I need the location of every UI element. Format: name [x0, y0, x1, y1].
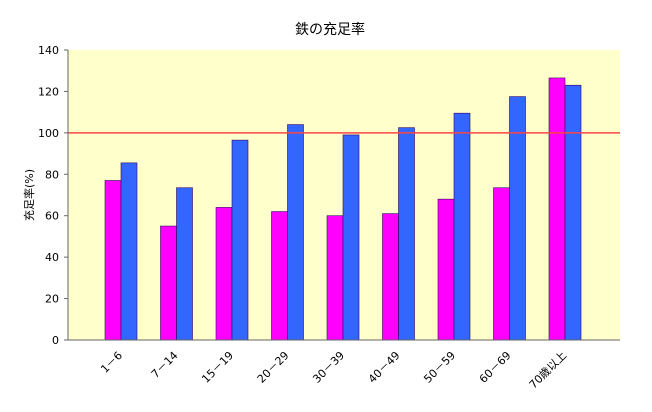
bar-series2-2 [231, 139, 249, 341]
bar-series1-7 [493, 187, 510, 341]
y-tick-label: 20 [45, 293, 59, 306]
y-tick-label: 40 [45, 251, 59, 264]
x-tick-label: 15－19 [199, 349, 236, 386]
bar-series1-4 [326, 215, 344, 341]
bar-series2-6 [453, 112, 471, 341]
y-tick-label: 140 [38, 44, 59, 57]
bar-series2-5 [398, 127, 415, 341]
y-tick-label: 60 [45, 210, 59, 223]
x-tick-label: 20－29 [255, 349, 292, 386]
chart-title: 鉄の充足率 [295, 21, 365, 38]
x-tick-label: 30－39 [310, 349, 347, 386]
y-tick-label: 100 [38, 127, 59, 140]
x-tick-label: 1－6 [98, 349, 125, 376]
x-tick-label: 7－14 [149, 349, 181, 381]
x-tick-label: 70歳以上 [527, 349, 569, 391]
y-tick-label: 80 [45, 168, 59, 181]
x-tick-label: 50－59 [421, 349, 458, 386]
x-tick-label: 40－49 [366, 349, 403, 386]
bar-series1-8 [548, 77, 566, 341]
bar-series1-6 [437, 198, 455, 341]
y-tick-label: 0 [52, 334, 59, 347]
bar-series1-5 [382, 213, 399, 341]
y-tick-label: 120 [38, 85, 59, 98]
bar-series1-3 [271, 211, 288, 341]
x-tick-label: 60－69 [477, 349, 514, 386]
bar-series2-1 [176, 187, 193, 341]
bar-series1-0 [104, 180, 122, 341]
bar-series2-4 [342, 134, 360, 341]
bar-series1-1 [160, 225, 177, 341]
y-axis-label: 充足率(%) [22, 169, 36, 221]
bar-series2-8 [564, 84, 582, 341]
bar-series1-2 [215, 207, 233, 341]
bar-series2-0 [120, 162, 138, 341]
bar-series2-3 [287, 124, 304, 341]
